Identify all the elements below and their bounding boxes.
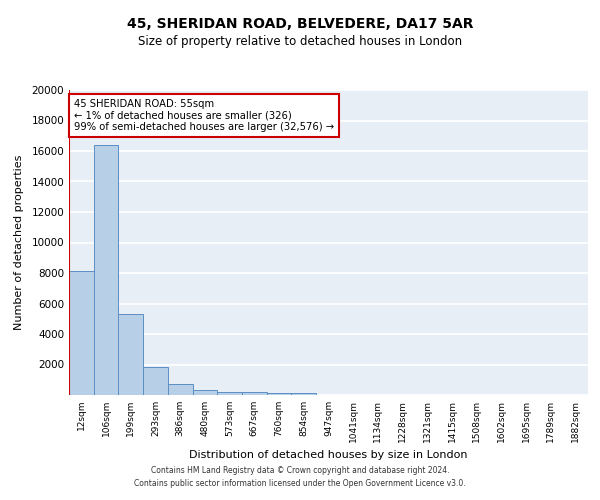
Bar bbox=[69, 272, 94, 395]
Bar bbox=[193, 390, 217, 395]
Bar bbox=[292, 393, 316, 395]
Bar bbox=[217, 392, 242, 395]
Text: 45, SHERIDAN ROAD, BELVEDERE, DA17 5AR: 45, SHERIDAN ROAD, BELVEDERE, DA17 5AR bbox=[127, 18, 473, 32]
Text: Size of property relative to detached houses in London: Size of property relative to detached ho… bbox=[138, 35, 462, 48]
Bar bbox=[143, 367, 168, 395]
Bar bbox=[168, 384, 193, 395]
Bar bbox=[242, 392, 267, 395]
Bar bbox=[94, 145, 118, 395]
Bar bbox=[118, 314, 143, 395]
Text: 45 SHERIDAN ROAD: 55sqm
← 1% of detached houses are smaller (326)
99% of semi-de: 45 SHERIDAN ROAD: 55sqm ← 1% of detached… bbox=[74, 99, 334, 132]
Bar bbox=[267, 392, 292, 395]
Text: Contains HM Land Registry data © Crown copyright and database right 2024.
Contai: Contains HM Land Registry data © Crown c… bbox=[134, 466, 466, 487]
X-axis label: Distribution of detached houses by size in London: Distribution of detached houses by size … bbox=[189, 450, 468, 460]
Y-axis label: Number of detached properties: Number of detached properties bbox=[14, 155, 25, 330]
